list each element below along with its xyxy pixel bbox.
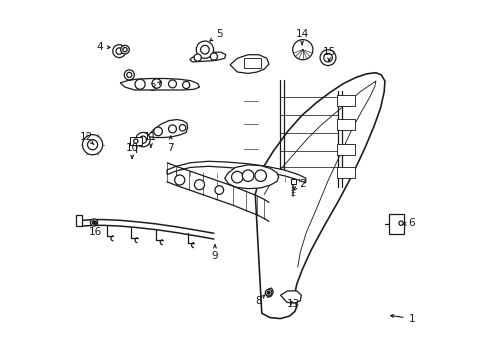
Circle shape xyxy=(168,80,176,88)
Text: 11: 11 xyxy=(144,132,157,147)
Circle shape xyxy=(126,72,132,77)
Polygon shape xyxy=(189,52,225,62)
Circle shape xyxy=(266,291,269,294)
Text: 10: 10 xyxy=(125,143,139,158)
FancyBboxPatch shape xyxy=(76,215,82,226)
Circle shape xyxy=(122,48,127,52)
Circle shape xyxy=(200,45,209,54)
Text: 14: 14 xyxy=(295,29,308,45)
Polygon shape xyxy=(265,288,273,297)
Circle shape xyxy=(136,132,150,147)
Polygon shape xyxy=(294,48,310,58)
Circle shape xyxy=(292,40,312,60)
Text: 8: 8 xyxy=(255,295,264,306)
Text: 12: 12 xyxy=(80,132,94,145)
Circle shape xyxy=(254,170,266,181)
Circle shape xyxy=(231,171,243,183)
FancyBboxPatch shape xyxy=(130,137,141,145)
Text: 7: 7 xyxy=(167,136,174,153)
Polygon shape xyxy=(167,161,305,183)
Text: 15: 15 xyxy=(322,47,335,61)
Circle shape xyxy=(90,219,98,226)
Circle shape xyxy=(194,180,204,190)
Circle shape xyxy=(215,186,223,194)
Circle shape xyxy=(182,81,189,89)
Circle shape xyxy=(265,289,271,296)
Circle shape xyxy=(139,136,146,143)
Circle shape xyxy=(323,53,332,62)
Text: 5: 5 xyxy=(209,29,222,41)
Circle shape xyxy=(92,221,96,224)
Circle shape xyxy=(320,50,335,66)
Circle shape xyxy=(116,48,122,54)
Polygon shape xyxy=(120,78,199,90)
Circle shape xyxy=(153,127,162,136)
Text: 3: 3 xyxy=(149,81,161,93)
Circle shape xyxy=(398,221,403,225)
Circle shape xyxy=(121,45,129,54)
Text: 16: 16 xyxy=(88,222,102,237)
Circle shape xyxy=(194,54,201,61)
Circle shape xyxy=(135,79,145,89)
Circle shape xyxy=(152,79,161,88)
Circle shape xyxy=(87,140,98,150)
Circle shape xyxy=(124,70,134,80)
Circle shape xyxy=(82,135,102,155)
FancyBboxPatch shape xyxy=(337,144,354,155)
FancyBboxPatch shape xyxy=(244,58,261,68)
Text: 13: 13 xyxy=(286,299,299,309)
Polygon shape xyxy=(280,291,301,303)
Text: 2: 2 xyxy=(293,179,305,189)
Polygon shape xyxy=(230,55,268,73)
Circle shape xyxy=(168,125,176,133)
FancyBboxPatch shape xyxy=(290,179,295,184)
FancyBboxPatch shape xyxy=(337,95,354,106)
Circle shape xyxy=(174,175,184,185)
FancyBboxPatch shape xyxy=(337,167,354,178)
FancyBboxPatch shape xyxy=(337,119,354,130)
Circle shape xyxy=(179,125,185,131)
Polygon shape xyxy=(145,120,187,138)
Circle shape xyxy=(196,41,213,58)
Polygon shape xyxy=(224,165,278,189)
Circle shape xyxy=(210,53,217,60)
FancyBboxPatch shape xyxy=(388,214,404,234)
Circle shape xyxy=(113,45,125,58)
Text: 6: 6 xyxy=(402,218,414,228)
Text: 1: 1 xyxy=(390,314,414,324)
Text: 4: 4 xyxy=(96,42,110,52)
Text: 9: 9 xyxy=(211,245,218,261)
Circle shape xyxy=(133,139,138,143)
Circle shape xyxy=(242,170,253,181)
